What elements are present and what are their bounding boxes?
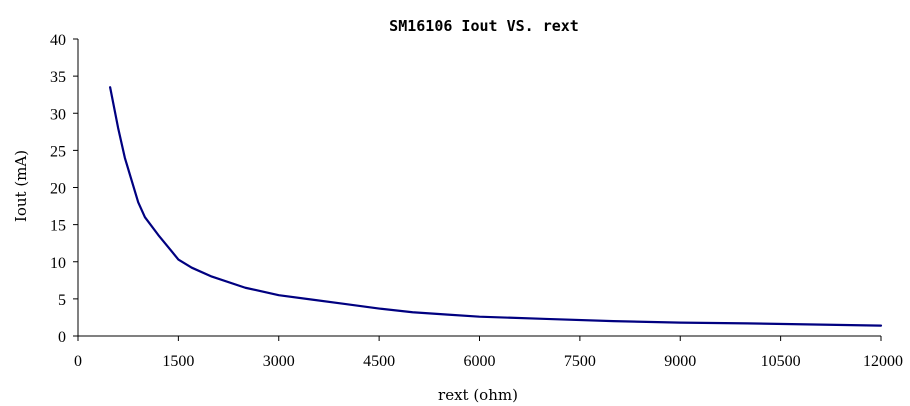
y-axis-ticks: 0 5 10 15 20 25 30 35 40 [50, 32, 78, 346]
y-tick-label: 30 [50, 106, 66, 123]
y-tick-label: 0 [58, 329, 66, 346]
y-tick-label: 15 [50, 218, 66, 235]
x-tick-label: 3000 [263, 353, 295, 370]
y-tick-label: 20 [50, 181, 66, 198]
x-tick-label: 9000 [664, 353, 696, 370]
x-tick-label: 0 [74, 353, 82, 370]
y-tick-label: 10 [50, 255, 66, 272]
x-tick-label: 6000 [464, 353, 496, 370]
x-axis-ticks: 0 1500 3000 4500 6000 7500 9000 10500 12000 [74, 336, 903, 370]
y-axis-title: Iout (mA) [12, 150, 30, 222]
x-tick-label: 12000 [863, 353, 903, 370]
series-line [109, 86, 883, 327]
x-tick-label: 4500 [363, 353, 395, 370]
y-tick-label: 40 [50, 32, 66, 49]
x-tick-label: 1500 [162, 353, 194, 370]
y-tick-label: 25 [50, 143, 66, 160]
x-tick-label: 10500 [761, 353, 801, 370]
x-axis-title: rext (ohm) [438, 386, 518, 404]
x-tick-label: 7500 [564, 353, 596, 370]
y-tick-label: 5 [58, 292, 66, 309]
chart-title: SM16106 Iout VS. rext [389, 17, 579, 35]
y-tick-label: 35 [50, 69, 66, 86]
